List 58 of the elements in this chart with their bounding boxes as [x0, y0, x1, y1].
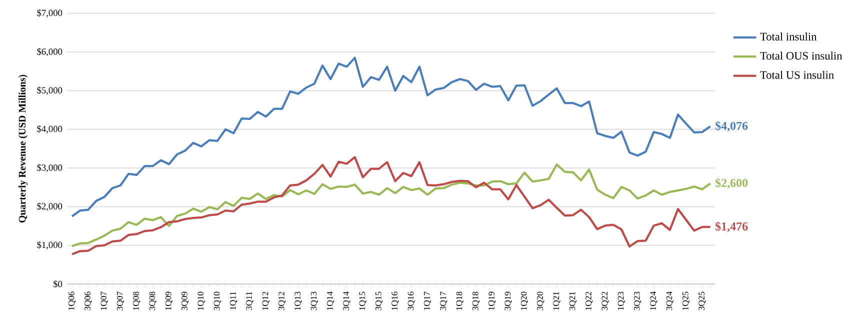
- data-label: $1,476: [715, 222, 748, 232]
- x-tick-label: 1Q07: [100, 292, 108, 310]
- x-tick-label: 3Q24: [666, 292, 674, 310]
- x-tick-label: 3Q06: [84, 292, 92, 310]
- x-tick-label: 1Q11: [230, 292, 238, 310]
- x-tick-label: 3Q17: [440, 292, 448, 310]
- data-label: $4,076: [715, 121, 748, 132]
- x-tick-label: 3Q21: [569, 292, 577, 310]
- y-tick-label: $3,000: [37, 164, 62, 172]
- x-tick-label: 3Q14: [343, 292, 350, 310]
- x-tick-label: 3Q12: [278, 292, 286, 310]
- x-tick-label: 1Q17: [424, 292, 432, 310]
- x-tick-label: 3Q07: [116, 292, 124, 310]
- x-tick-label: 3Q18: [472, 292, 480, 310]
- y-tick-label: $1,000: [37, 241, 62, 250]
- legend-label: Total OUS insulin: [760, 52, 842, 60]
- y-tick-label: $4,000: [37, 125, 62, 134]
- y-tick-label: $2,000: [37, 202, 62, 211]
- x-tick-label: 1Q20: [520, 292, 528, 310]
- x-tick-label: 3Q25: [698, 292, 706, 310]
- line-series: [70, 163, 712, 248]
- x-tick-label: 1Q24: [650, 292, 658, 310]
- y-tick-label: $0: [54, 280, 62, 288]
- y-tick-label: $5,000: [37, 86, 62, 95]
- x-tick-label: 1Q09: [165, 292, 173, 310]
- x-tick-label: 1Q23: [618, 292, 625, 310]
- line-series: [70, 56, 712, 218]
- x-tick-label: 3Q15: [375, 292, 383, 310]
- x-tick-label: 3Q19: [504, 292, 512, 310]
- legend-label: Total insulin: [760, 32, 817, 40]
- x-tick-label: 1Q15: [359, 292, 366, 310]
- x-tick-label: 3Q13: [310, 292, 318, 310]
- x-tick-label: 1Q06: [68, 292, 76, 310]
- x-tick-label: 1Q12: [262, 292, 270, 310]
- x-tick-label: 3Q11: [246, 292, 254, 310]
- x-tick-label: 1Q16: [392, 292, 399, 310]
- x-tick-label: 3Q09: [182, 292, 189, 310]
- x-tick-label: 1Q19: [488, 292, 496, 310]
- x-tick-label: 3Q10: [214, 292, 222, 310]
- x-tick-label: 3Q22: [602, 292, 609, 310]
- y-axis-title: Quarterly Revenue (USD Millions): [18, 74, 28, 222]
- x-tick-label: 1Q18: [456, 292, 464, 310]
- x-tick-label: 3Q20: [537, 292, 544, 310]
- x-tick-label: 1Q13: [294, 292, 302, 310]
- x-tick-label: 1Q08: [133, 292, 140, 310]
- legend-label: Total US insulin: [760, 70, 834, 79]
- x-tick-label: 1Q14: [326, 292, 334, 310]
- x-tick-label: 3Q08: [149, 292, 156, 310]
- x-tick-label: 3Q16: [408, 292, 415, 310]
- y-tick-label: $7,000: [37, 9, 62, 18]
- y-tick-label: $6,000: [37, 48, 62, 56]
- data-label: $2,600: [715, 178, 748, 189]
- x-tick-label: 1Q10: [198, 292, 205, 310]
- x-tick-label: 3Q23: [634, 292, 642, 310]
- x-tick-label: 1Q21: [553, 292, 560, 310]
- x-tick-label: 1Q22: [586, 292, 593, 310]
- line-series: [70, 156, 712, 256]
- x-tick-label: 1Q25: [682, 292, 690, 310]
